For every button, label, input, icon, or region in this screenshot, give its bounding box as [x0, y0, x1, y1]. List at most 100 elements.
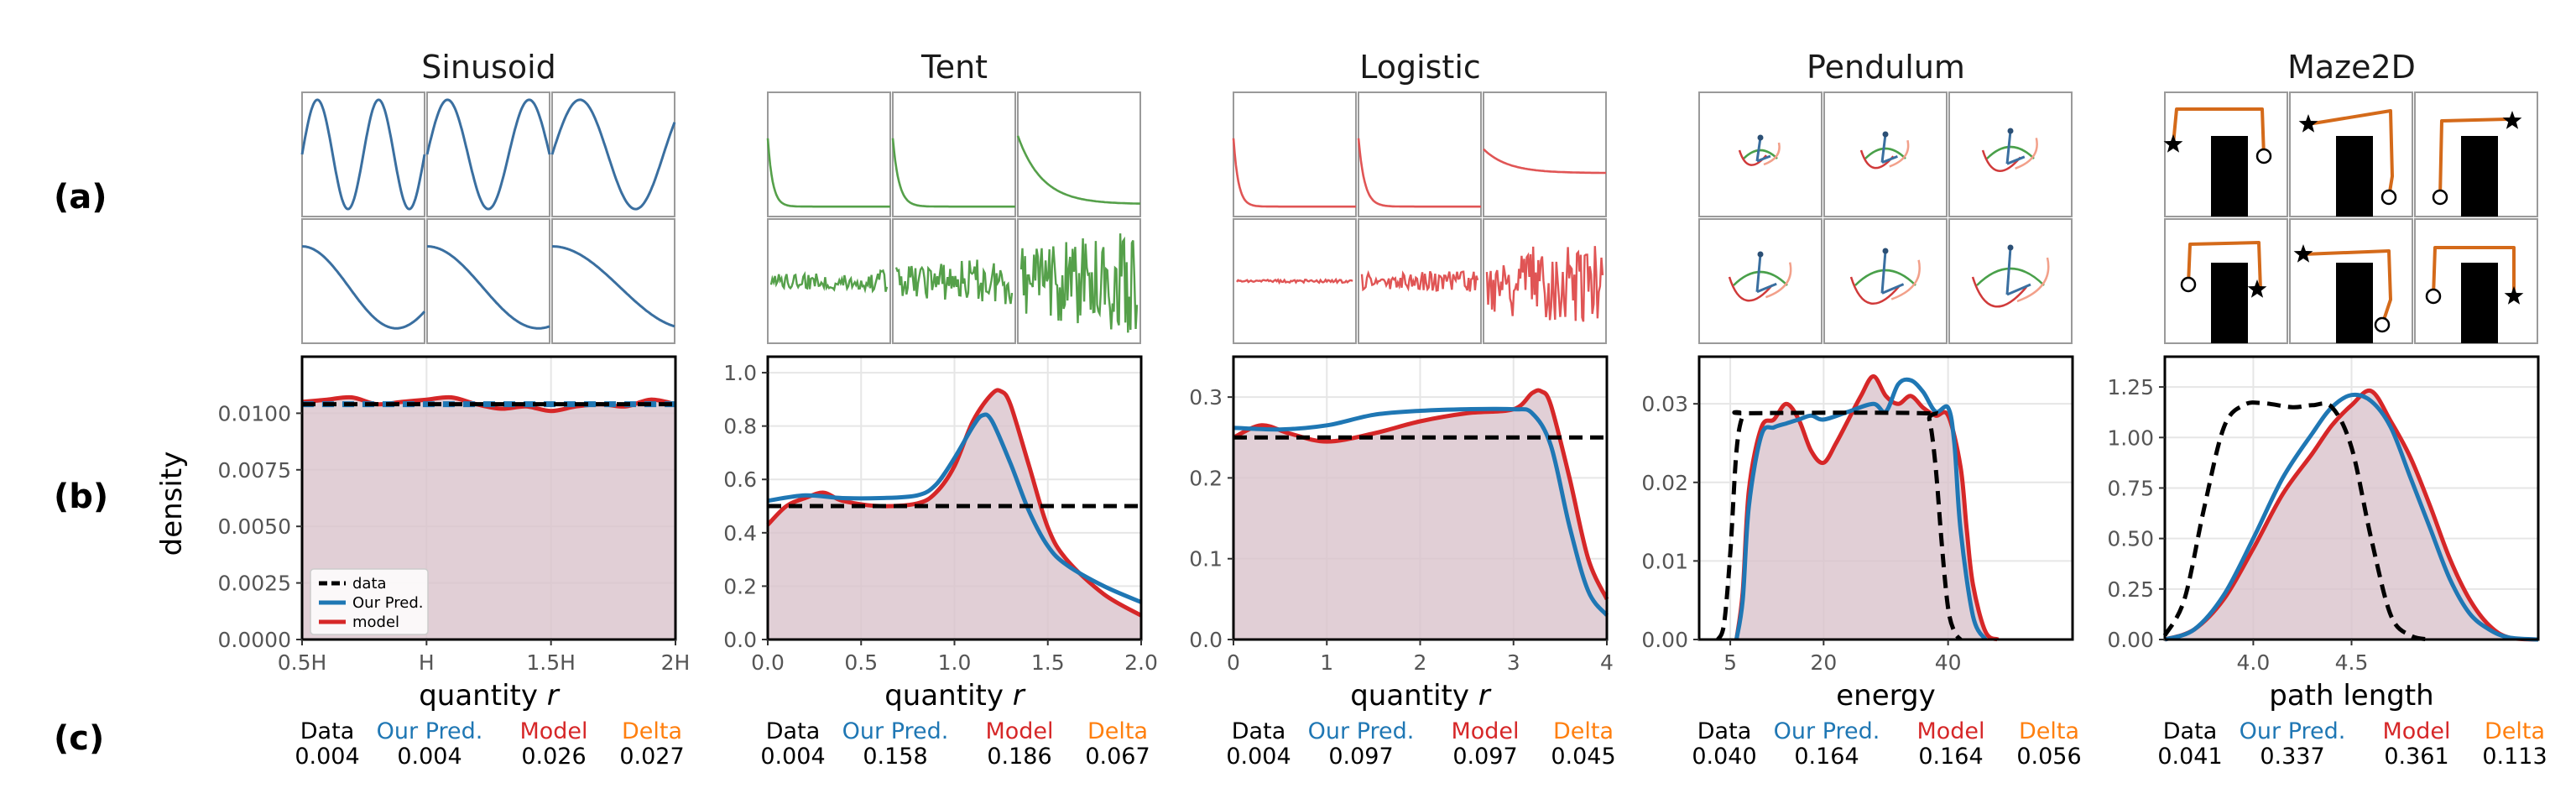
y-tick-label: 0.0050: [218, 514, 291, 539]
stat-label-model: Model: [2382, 718, 2450, 744]
x-tick-label: 0.5H: [278, 650, 327, 675]
pendulum-trajectory-light: [1889, 139, 1910, 168]
stat-label-data: Data: [300, 718, 354, 744]
stat-label-data: Data: [1697, 718, 1751, 744]
pendulum-trace: [1976, 267, 2045, 286]
pendulum-pivot: [1757, 251, 1764, 258]
sinusoid-curve: [550, 98, 676, 211]
pendulum-trajectory-light: [2015, 138, 2038, 170]
stat-value: 0.056: [2016, 744, 2081, 770]
stat-label-model: Model: [985, 718, 1053, 744]
stat-label-model: Model: [1916, 718, 1984, 744]
stat-label-our-pred: Our Pred.: [2240, 718, 2346, 744]
tent-decay-curve: [1016, 135, 1141, 205]
x-tick-label: 20: [1810, 650, 1837, 675]
model-density-area: [1233, 390, 1607, 640]
y-tick-label: 0.50: [2107, 527, 2154, 551]
row-label-c: (c): [54, 719, 104, 758]
stat-value: 0.045: [1551, 744, 1615, 770]
panel-sinusoid: Sinusoid 0.5H H 1.5H 2H 0.0000 0.0025 0.0050 0.0…: [218, 49, 691, 770]
stat-value: 0.097: [1452, 744, 1517, 770]
pred-density-line: [767, 412, 1142, 604]
thumbnail-cell: [1948, 218, 2073, 344]
legend-label: model: [352, 613, 399, 631]
y-tick-label: 0.25: [2107, 577, 2154, 602]
y-tick-label: 1.0: [723, 361, 757, 385]
y-tick-label: 0.6: [723, 467, 757, 492]
pendulum-trajectory-light: [1763, 142, 1781, 166]
row-label-b: (b): [54, 478, 108, 516]
stat-value: 0.040: [1692, 744, 1756, 770]
y-tick-label: 0.0075: [218, 458, 291, 483]
thumbnail-cell: [1358, 91, 1482, 217]
tent-decay-curve: [766, 138, 890, 208]
sinusoid-curve: [552, 245, 675, 328]
pendulum-arm: [1756, 282, 1777, 294]
sinusoid-curve: [427, 245, 550, 330]
maze-wall: [2461, 136, 2498, 217]
stat-value: 0.026: [521, 744, 586, 770]
x-axis-label: quantity r: [884, 679, 1026, 713]
maze-goal-star: [2298, 114, 2318, 133]
y-tick-label: 0.02: [1641, 471, 1688, 495]
logistic-chaotic-series: [1485, 246, 1604, 322]
x-tick-label: 4: [1600, 650, 1614, 675]
x-axis-label: energy: [1836, 679, 1935, 713]
y-tick-label: 0.2: [723, 574, 757, 598]
tent-chaotic-series: [1019, 233, 1139, 333]
y-tick-label: 0.1: [1189, 547, 1223, 572]
pendulum-arm: [1881, 283, 1905, 295]
maze-start-circle: [2374, 316, 2391, 333]
x-tick-label: 4.0: [2237, 650, 2271, 675]
thumbnail-cell: [1698, 218, 1822, 344]
x-tick-label: 4.5: [2335, 650, 2369, 675]
maze-path: [2307, 109, 2394, 198]
sinusoid-curve: [300, 98, 426, 211]
stat-label-our-pred: Our Pred.: [1308, 718, 1415, 744]
legend-label: Our Pred.: [352, 594, 423, 612]
stat-value: 0.097: [1328, 744, 1393, 770]
stat-label-delta: Delta: [2485, 718, 2545, 744]
x-tick-label: 0.0: [751, 650, 785, 675]
thumbnail-cell: [551, 91, 675, 217]
panel-title: Tent: [920, 49, 988, 86]
stat-label-data: Data: [2163, 718, 2217, 744]
x-tick-label: 1.5: [1031, 650, 1065, 675]
stat-value: 0.004: [760, 744, 825, 770]
pendulum-trajectory-light: [1765, 262, 1792, 299]
panel-maze2d: Maze2D 4.0 4.5 0.00 0.25 0.50 0.75 1.00 1.25 path…: [2107, 49, 2547, 770]
pendulum-arm: [2005, 247, 2012, 295]
pendulum-pivot: [1882, 131, 1889, 138]
stat-label-delta: Delta: [1553, 718, 1614, 744]
y-tick-label: 0.75: [2107, 476, 2154, 500]
y-tick-label: 0.0: [723, 628, 757, 652]
y-tick-label: 0.03: [1641, 392, 1688, 416]
pendulum-arm: [2006, 155, 2026, 165]
model-density-area: [768, 389, 1141, 640]
y-tick-label: 0.0100: [218, 401, 291, 425]
pendulum-pivot: [2007, 244, 2014, 251]
pendulum-trajectory-light: [2016, 257, 2050, 303]
maze-goal-star: [2163, 134, 2183, 153]
model-density-line: [1734, 373, 2000, 642]
pendulum-pivot: [1757, 134, 1764, 141]
stat-label-delta: Delta: [1087, 718, 1148, 744]
stat-value: 0.004: [1226, 744, 1291, 770]
tent-decay-curve: [891, 138, 1015, 208]
pendulum-arm: [1881, 155, 1898, 164]
stat-label-our-pred: Our Pred.: [842, 718, 949, 744]
stat-value: 0.186: [987, 744, 1051, 770]
pendulum-trajectory: [1728, 276, 1774, 302]
stat-label-model: Model: [1451, 718, 1519, 744]
maze-wall: [2336, 136, 2373, 217]
panel-title: Pendulum: [1807, 49, 1965, 86]
tent-chaotic-series: [894, 259, 1014, 305]
logistic-decay-curve: [1483, 148, 1606, 175]
model-density-line: [2164, 388, 2539, 642]
pendulum-trace: [1733, 270, 1788, 286]
pendulum-trajectory: [1849, 276, 1901, 305]
y-tick-label: 1.00: [2107, 425, 2154, 450]
pendulum-trace: [1743, 149, 1778, 159]
